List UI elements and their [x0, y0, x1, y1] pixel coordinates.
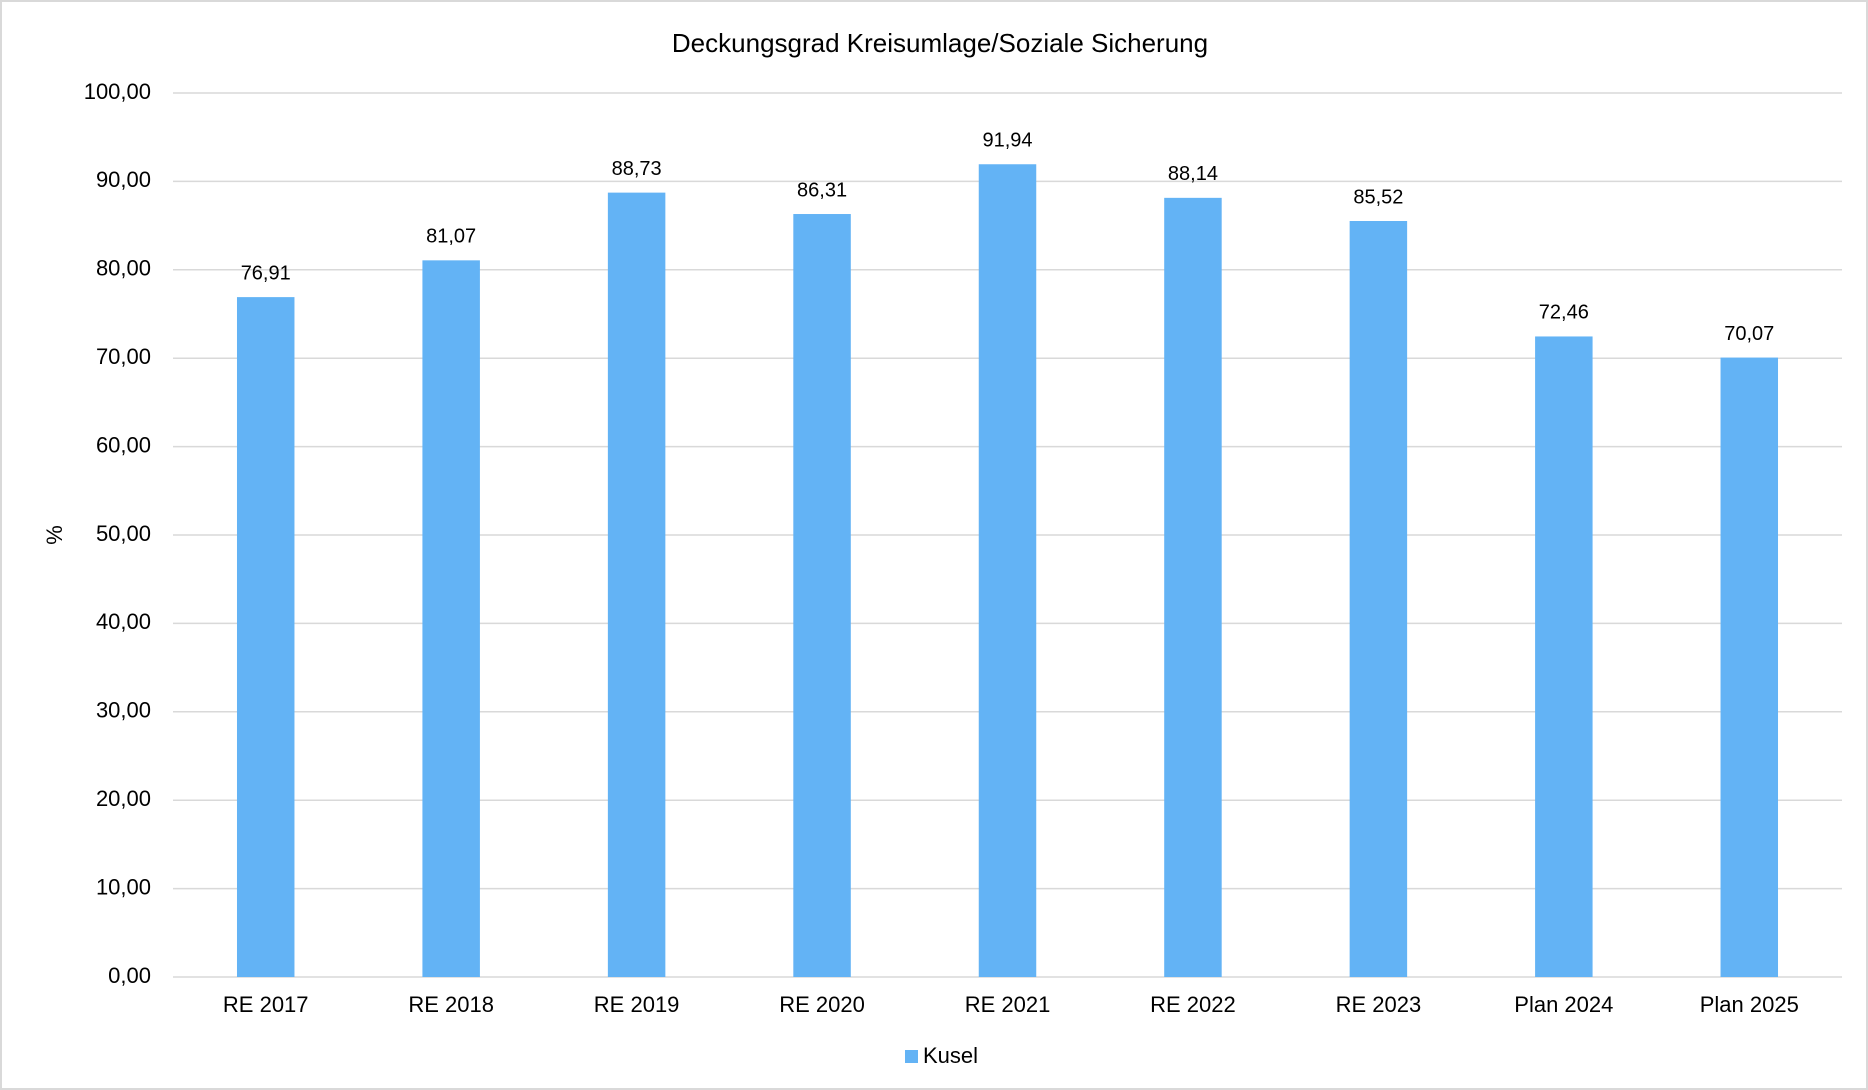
- bar: [793, 214, 851, 977]
- y-tick-label: 10,00: [96, 874, 151, 899]
- bar: [607, 192, 666, 977]
- chart-title: Deckungsgrad Kreisumlage/Soziale Sicheru…: [672, 28, 1208, 58]
- x-tick-label: RE 2017: [223, 992, 309, 1017]
- y-tick-label: 90,00: [96, 167, 151, 192]
- x-tick-label: Plan 2024: [1514, 992, 1613, 1017]
- data-label: 81,07: [426, 226, 476, 248]
- data-label: 72,46: [1539, 302, 1589, 324]
- x-tick-label: RE 2022: [1150, 992, 1236, 1017]
- data-label: 88,14: [1168, 163, 1218, 185]
- bar: [978, 164, 1037, 978]
- x-tick-label: RE 2018: [408, 992, 494, 1017]
- y-tick-label: 40,00: [96, 609, 151, 634]
- y-tick-label: 80,00: [96, 256, 151, 281]
- data-label: 76,91: [241, 262, 291, 284]
- bar: [236, 297, 295, 977]
- bar: [422, 260, 480, 977]
- x-tick-label: RE 2021: [965, 992, 1051, 1017]
- data-label: 91,94: [982, 130, 1032, 152]
- y-tick-label: 0,00: [108, 963, 151, 988]
- x-tick-label: RE 2023: [1336, 992, 1422, 1017]
- x-tick-label: RE 2020: [779, 992, 865, 1017]
- y-tick-label: 30,00: [96, 698, 151, 723]
- y-tick-label: 50,00: [96, 521, 151, 546]
- y-tick-label: 60,00: [96, 432, 151, 457]
- y-tick-label: 100,00: [84, 79, 151, 104]
- data-label: 85,52: [1353, 186, 1403, 208]
- bar: [1164, 197, 1222, 977]
- y-axis-label: %: [42, 525, 67, 545]
- y-tick-label: 70,00: [96, 344, 151, 369]
- legend-label: Kusel: [923, 1043, 978, 1068]
- x-tick-label: Plan 2025: [1700, 992, 1799, 1017]
- y-tick-label: 20,00: [96, 786, 151, 811]
- data-label: 86,31: [797, 179, 847, 201]
- bar: [1535, 336, 1593, 977]
- bar: [1349, 221, 1408, 978]
- bar: [1720, 357, 1779, 978]
- x-tick-label: RE 2019: [594, 992, 680, 1017]
- legend-swatch: [905, 1050, 918, 1063]
- data-label: 70,07: [1724, 323, 1774, 345]
- data-label: 88,73: [612, 158, 662, 180]
